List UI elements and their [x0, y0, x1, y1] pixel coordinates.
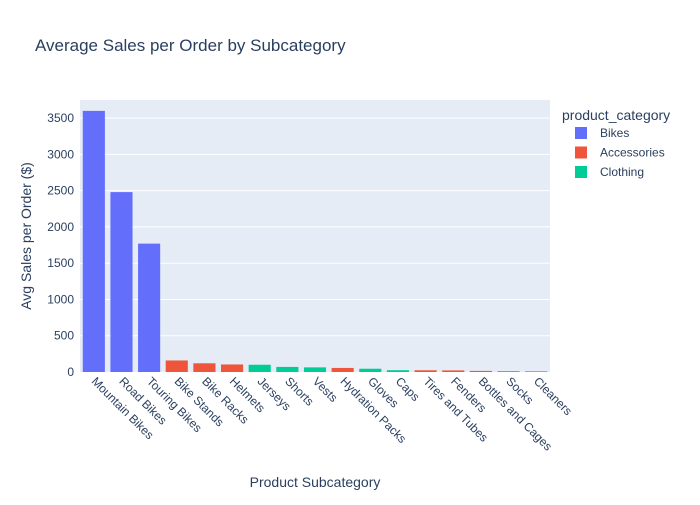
bar-hydration-packs[interactable]	[331, 367, 354, 372]
x-tick-label: Cleaners	[531, 374, 575, 418]
bar-bike-stands[interactable]	[165, 360, 188, 372]
bar-touring-bikes[interactable]	[138, 243, 161, 372]
bar-shorts[interactable]	[276, 366, 299, 372]
bar-vests[interactable]	[303, 367, 327, 372]
x-axis-title: Product Subcategory	[250, 474, 381, 490]
y-axis-ticks: 0 500 1000 1500 2000 2500 3000 3500	[47, 111, 74, 379]
legend-item-clothing[interactable]: Clothing	[575, 165, 644, 179]
legend-swatch	[575, 166, 587, 178]
y-tick-label: 2000	[47, 220, 74, 234]
y-axis-title: Avg Sales per Order ($)	[18, 162, 34, 310]
y-tick-label: 1000	[47, 292, 74, 306]
y-tick-label: 0	[67, 365, 74, 379]
bar-road-bikes[interactable]	[110, 192, 133, 372]
bar-helmets[interactable]	[221, 364, 244, 372]
bar-bike-racks[interactable]	[193, 363, 216, 372]
legend-swatch	[575, 127, 587, 139]
bar-socks[interactable]	[497, 371, 520, 372]
bar-cleaners[interactable]	[525, 371, 548, 372]
legend-items[interactable]: Bikes Accessories Clothing	[575, 126, 665, 179]
bar-mountain-bikes[interactable]	[82, 110, 105, 372]
legend-item-bikes[interactable]: Bikes	[575, 126, 629, 140]
chart-title: Average Sales per Order by Subcategory	[35, 36, 346, 55]
bar-gloves[interactable]	[359, 368, 382, 372]
legend-label: Accessories	[600, 146, 665, 160]
legend-title: product_category	[562, 107, 670, 123]
bar-caps[interactable]	[386, 370, 409, 372]
bar-jerseys[interactable]	[248, 364, 271, 372]
bars	[82, 110, 548, 372]
bar-tires-and-tubes[interactable]	[414, 370, 437, 372]
y-tick-label: 3500	[47, 111, 74, 125]
y-tick-label: 3000	[47, 147, 74, 161]
legend-item-accessories[interactable]: Accessories	[575, 146, 665, 160]
legend-label: Bikes	[600, 126, 629, 140]
legend-swatch	[575, 146, 587, 159]
bar-bottles-and-cages[interactable]	[469, 370, 492, 372]
y-tick-label: 2500	[47, 184, 74, 198]
bar-fenders[interactable]	[442, 370, 465, 372]
legend-label: Clothing	[600, 165, 644, 179]
y-tick-label: 1500	[47, 256, 74, 270]
y-tick-label: 500	[54, 329, 74, 343]
legend[interactable]: product_category Bikes Accessories Clothin…	[562, 107, 670, 179]
